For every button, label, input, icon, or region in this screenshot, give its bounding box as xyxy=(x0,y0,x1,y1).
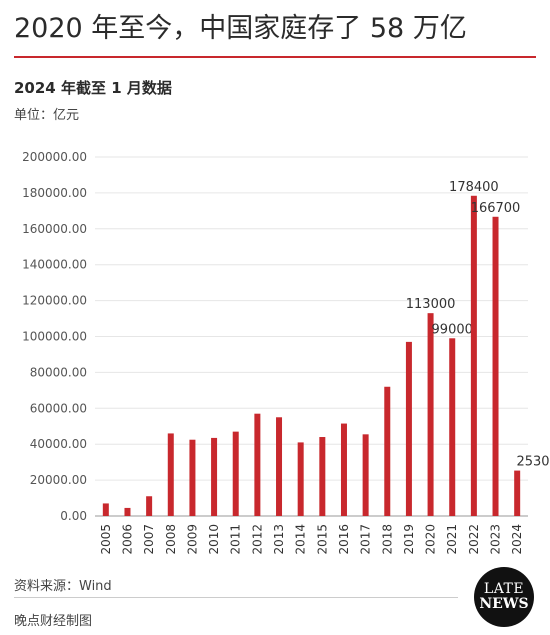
x-tick-label: 2005 xyxy=(99,524,113,555)
bar-2021 xyxy=(449,338,456,516)
title-divider xyxy=(14,56,536,58)
data-label: 113000 xyxy=(406,297,456,312)
x-tick-label: 2023 xyxy=(489,524,503,555)
bar-2016 xyxy=(340,423,347,516)
y-tick-label: 80000.00 xyxy=(30,365,87,379)
chart-subtitle: 2024 年截至 1 月数据 xyxy=(14,79,172,97)
y-tick-label: 140000.00 xyxy=(22,258,87,272)
logo-line2: NEWS xyxy=(479,596,529,612)
x-tick-label: 2022 xyxy=(467,524,481,555)
bar-2023 xyxy=(492,216,499,516)
bar-2009 xyxy=(189,439,196,516)
bar-2024 xyxy=(514,470,521,516)
bar-2011 xyxy=(232,431,239,516)
y-tick-label: 100000.00 xyxy=(22,330,87,344)
page-title: 2020 年至今，中国家庭存了 58 万亿 xyxy=(14,13,467,44)
bar-2008 xyxy=(167,433,174,516)
late-news-logo: LATE NEWS xyxy=(474,567,534,627)
y-tick-label: 160000.00 xyxy=(22,222,87,236)
x-tick-label: 2007 xyxy=(142,524,156,555)
credit-label: 晚点财经制图 xyxy=(14,614,93,629)
bar-2012 xyxy=(254,413,261,516)
bar-2007 xyxy=(146,496,153,516)
bar-2014 xyxy=(297,442,304,516)
bar-2006 xyxy=(124,507,131,516)
x-tick-label: 2017 xyxy=(359,524,373,555)
bar-chart: 0.00 20000.00 40000.00 60000.00 80000.00 1000… xyxy=(22,150,550,555)
data-label: 99000 xyxy=(432,322,473,337)
y-tick-label: 200000.00 xyxy=(22,150,87,164)
x-tick-label: 2008 xyxy=(164,524,178,555)
data-label: 25300 xyxy=(516,455,550,470)
bar-2022 xyxy=(470,195,477,516)
logo-line1: LATE xyxy=(483,581,525,598)
x-tick-label: 2009 xyxy=(185,524,199,555)
x-tick-label: 2014 xyxy=(294,524,308,555)
x-tick-label: 2011 xyxy=(229,524,243,555)
y-tick-label: 180000.00 xyxy=(22,186,87,200)
x-tick-label: 2020 xyxy=(424,524,438,555)
x-tick-label: 2024 xyxy=(510,524,524,555)
footer-divider xyxy=(14,597,458,598)
source-label: 资料来源：Wind xyxy=(14,579,112,594)
data-label: 166700 xyxy=(471,201,521,216)
y-tick-label: 60000.00 xyxy=(30,401,87,415)
bar-2020 xyxy=(427,313,434,516)
y-tick-label: 120000.00 xyxy=(22,294,87,308)
x-tick-label: 2006 xyxy=(120,524,134,555)
x-tick-label: 2015 xyxy=(315,524,329,555)
bar-2018 xyxy=(384,386,391,516)
x-tick-label: 2012 xyxy=(250,524,264,555)
bar-2017 xyxy=(362,434,369,516)
bar-2005 xyxy=(102,503,109,516)
x-tick-label: 2018 xyxy=(380,524,394,555)
y-tick-label: 20000.00 xyxy=(30,473,87,487)
x-tick-label: 2019 xyxy=(402,524,416,555)
bar-2015 xyxy=(319,437,326,516)
unit-label: 单位：亿元 xyxy=(14,108,80,123)
x-tick-label: 2013 xyxy=(272,524,286,555)
bar-2013 xyxy=(276,417,283,516)
x-tick-label: 2010 xyxy=(207,524,221,555)
y-tick-label: 40000.00 xyxy=(30,437,87,451)
bar-2010 xyxy=(211,437,218,516)
x-tick-label: 2016 xyxy=(337,524,351,555)
data-label: 178400 xyxy=(449,180,499,195)
x-tick-label: 2021 xyxy=(445,524,459,555)
bar-2019 xyxy=(405,341,412,516)
y-tick-label: 0.00 xyxy=(60,509,87,523)
